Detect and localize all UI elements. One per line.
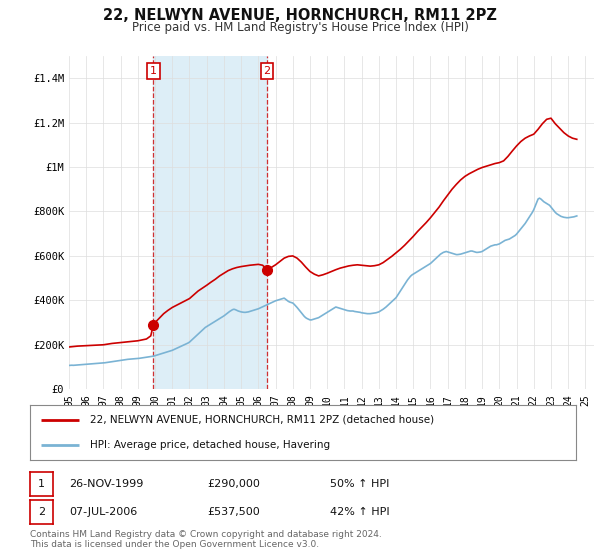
Text: 50% ↑ HPI: 50% ↑ HPI: [330, 479, 389, 489]
Text: £290,000: £290,000: [207, 479, 260, 489]
Text: 26-NOV-1999: 26-NOV-1999: [69, 479, 143, 489]
Text: Contains HM Land Registry data © Crown copyright and database right 2024.
This d: Contains HM Land Registry data © Crown c…: [30, 530, 382, 549]
Text: HPI: Average price, detached house, Havering: HPI: Average price, detached house, Have…: [90, 440, 330, 450]
Text: 1: 1: [150, 66, 157, 76]
Text: 2: 2: [38, 507, 45, 517]
Text: 22, NELWYN AVENUE, HORNCHURCH, RM11 2PZ: 22, NELWYN AVENUE, HORNCHURCH, RM11 2PZ: [103, 8, 497, 24]
Text: 2: 2: [263, 66, 271, 76]
Text: 22, NELWYN AVENUE, HORNCHURCH, RM11 2PZ (detached house): 22, NELWYN AVENUE, HORNCHURCH, RM11 2PZ …: [90, 415, 434, 425]
Bar: [154, 56, 267, 389]
Text: £537,500: £537,500: [207, 507, 260, 517]
Text: Price paid vs. HM Land Registry's House Price Index (HPI): Price paid vs. HM Land Registry's House …: [131, 21, 469, 34]
Text: 1: 1: [38, 479, 45, 489]
Text: 07-JUL-2006: 07-JUL-2006: [69, 507, 137, 517]
Text: 42% ↑ HPI: 42% ↑ HPI: [330, 507, 389, 517]
